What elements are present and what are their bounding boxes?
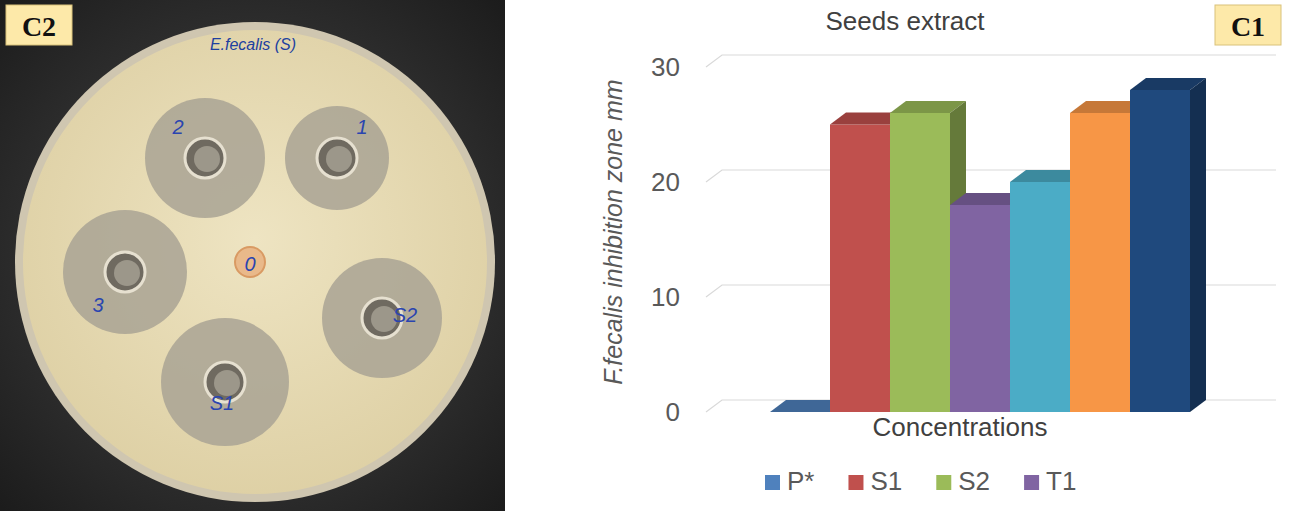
well-label: 3 [92,294,103,316]
well [105,252,145,292]
photo-background [0,0,505,511]
y-tick-label: 30 [651,52,680,82]
well-inner [326,146,352,172]
bar [1130,78,1206,412]
inhibition-zone [63,210,187,334]
well-label: 2 [171,116,183,138]
bars [770,78,1206,412]
legend-swatch [936,475,951,490]
panel-badge [6,5,72,45]
bar-front [1130,90,1190,412]
panel-label: C1 [1231,11,1265,42]
legend-swatch [1024,475,1039,490]
bar-side [1190,78,1206,412]
y-axis-title: F.fecalis inhibition zone mm [599,79,627,384]
plate-label: E.fecalis (S) [210,36,296,53]
well-label: S1 [210,392,234,414]
agar [23,30,487,494]
bar-front [1070,113,1130,412]
y-tick-label: 0 [666,397,680,427]
legend-swatch [848,475,863,490]
bar-front [830,125,890,413]
legend-label: S2 [958,466,990,496]
bar-front [950,205,1010,412]
well-label: S2 [393,304,417,326]
inhibition-zone [285,106,389,210]
well [185,138,225,178]
legend-label: T1 [1046,466,1076,496]
bar-front [890,113,950,412]
chart-background [512,0,1289,511]
legend-swatch [765,475,780,490]
well-inner [194,146,220,172]
panel-badge [1215,5,1281,45]
y-tick-label: 10 [651,282,680,312]
x-axis-title: Concentrations [873,412,1048,442]
inhibition-zone [145,98,265,218]
inhibition-zone [161,318,289,446]
y-tick-label: 20 [651,167,680,197]
grid-line [706,55,1276,67]
well [317,138,357,178]
well-label: 0 [244,253,255,275]
panel-label: C2 [22,11,56,42]
bar-front [1010,182,1070,412]
well-label: 1 [356,116,367,138]
legend-label: S1 [870,466,902,496]
dish-rim [15,22,495,502]
inhibition-zone [322,258,442,378]
control-well [235,247,265,277]
legend-label: P* [787,466,814,496]
well-inner [114,260,140,286]
chart-title: Seeds extract [826,6,986,36]
